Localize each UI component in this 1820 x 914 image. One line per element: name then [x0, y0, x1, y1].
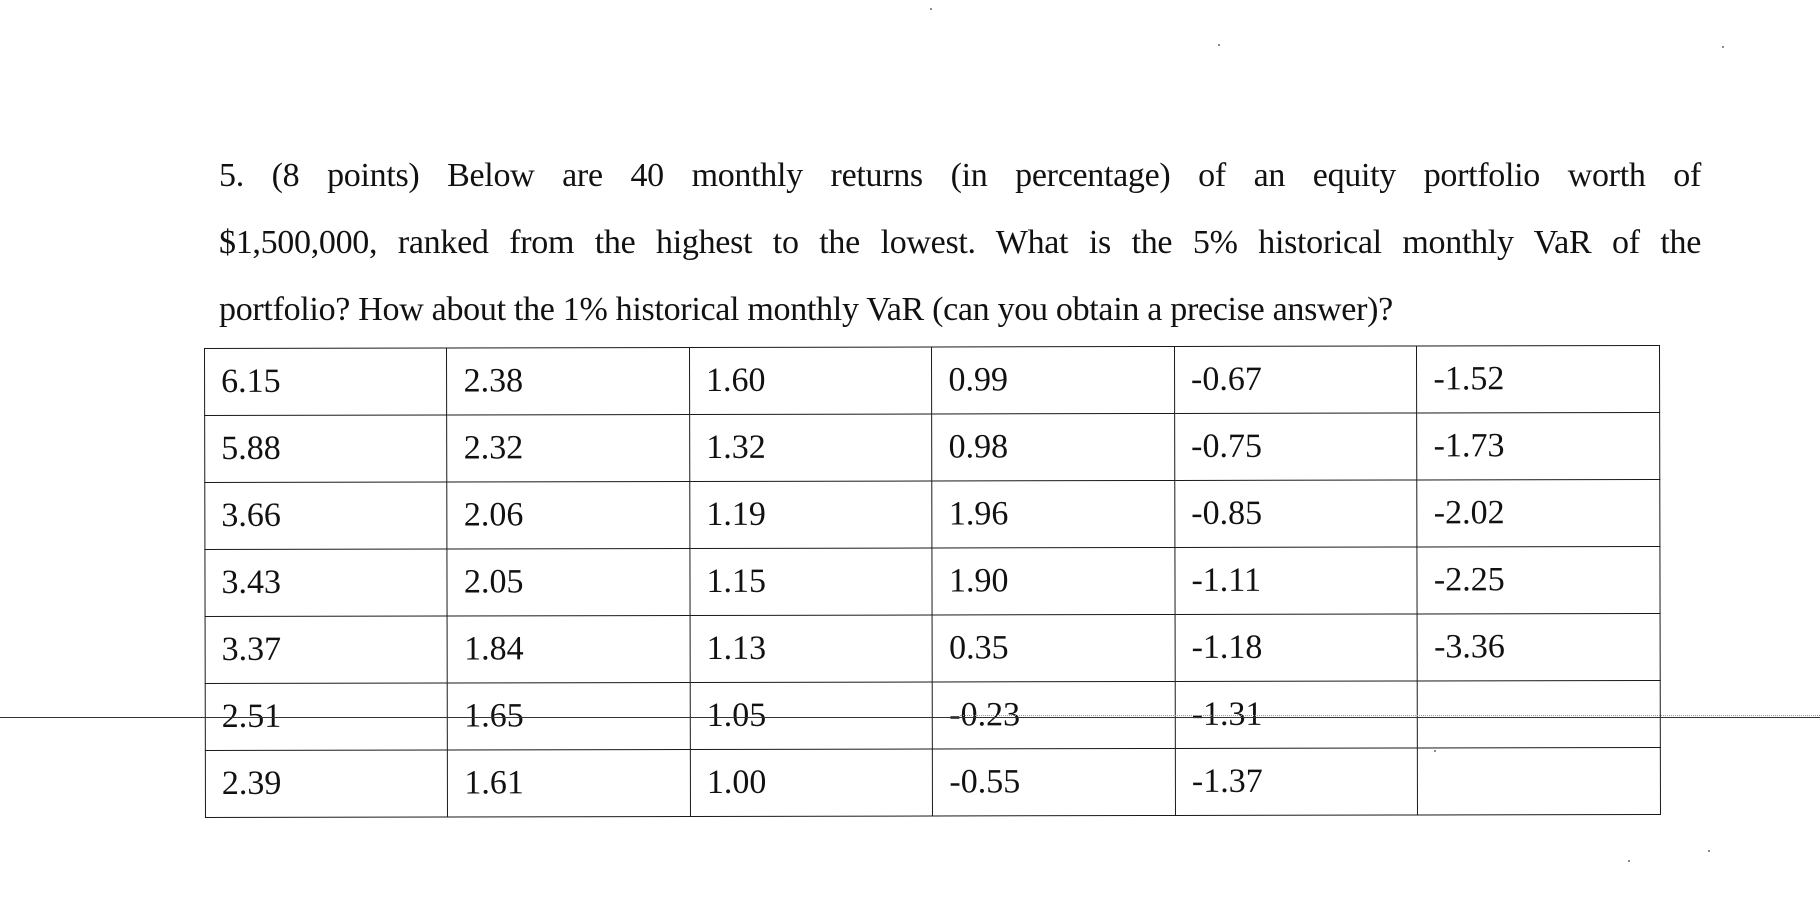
- table-cell: 1.90: [932, 547, 1175, 615]
- table-cell: -0.67: [1174, 345, 1418, 414]
- table-cell: 5.88: [204, 414, 448, 483]
- table-row: 3.43 2.05 1.15 1.90 -1.11 -2.25: [204, 546, 1661, 617]
- table-cell: 3.37: [205, 615, 448, 684]
- table-cell: -0.55: [932, 748, 1176, 816]
- table-cell: 1.05: [690, 681, 933, 750]
- table-cell: -3.36: [1417, 613, 1661, 681]
- question-line-1: 5. (8 points) Below are 40 monthly retur…: [219, 157, 1701, 194]
- returns-table-body: 6.15 2.38 1.60 0.99 -0.67 -1.52 5.88 2.3…: [204, 345, 1661, 818]
- table-cell: -0.75: [1174, 412, 1418, 481]
- table-cell: 1.13: [690, 614, 933, 683]
- scan-artifact-line: [0, 717, 1820, 718]
- scan-speck: [1722, 46, 1724, 48]
- question-text: 5. (8 points) Below are 40 monthly retur…: [219, 142, 1701, 343]
- table-row: 5.88 2.32 1.32 0.98 -0.75 -1.73: [204, 412, 1660, 483]
- table-cell: [1417, 747, 1661, 815]
- table-cell: 1.15: [689, 547, 933, 616]
- scan-artifact-dotted-line: [960, 715, 1820, 716]
- table-cell: -1.37: [1175, 747, 1418, 816]
- scan-speck: [1434, 750, 1436, 752]
- table-cell: -1.11: [1174, 546, 1418, 615]
- table-cell: 1.61: [447, 749, 691, 817]
- scan-speck: [1708, 850, 1710, 852]
- table-cell: 6.15: [204, 347, 448, 416]
- table-row: 3.37 1.84 1.13 0.35 -1.18 -3.36: [205, 613, 1661, 684]
- table-row: 6.15 2.38 1.60 0.99 -0.67 -1.52: [204, 345, 1660, 416]
- table-cell: -2.25: [1417, 546, 1661, 614]
- scan-speck: [1628, 860, 1630, 862]
- table-row: 2.39 1.61 1.00 -0.55 -1.37: [205, 747, 1661, 818]
- table-cell: 1.96: [932, 480, 1175, 548]
- table-cell: 2.32: [447, 414, 690, 482]
- table-row: 3.66 2.06 1.19 1.96 -0.85 -2.02: [204, 479, 1660, 550]
- table-cell: -1.18: [1174, 613, 1418, 682]
- table-cell: 1.00: [690, 748, 933, 817]
- table-cell: 0.98: [932, 413, 1175, 481]
- returns-table: 6.15 2.38 1.60 0.99 -0.67 -1.52 5.88 2.3…: [204, 345, 1661, 818]
- table-cell: 1.32: [689, 413, 933, 482]
- table-cell: 1.60: [689, 346, 933, 415]
- table-cell: 2.39: [205, 749, 448, 818]
- table-cell: 2.06: [447, 481, 690, 549]
- table-cell: -1.52: [1416, 345, 1660, 413]
- table-cell: 1.84: [447, 615, 691, 683]
- table-cell: -0.85: [1174, 479, 1418, 548]
- question-line-2: $1,500,000, ranked from the highest to t…: [219, 224, 1701, 261]
- table-cell: 3.43: [204, 548, 448, 617]
- table-cell: 0.99: [931, 346, 1175, 414]
- table-cell: -1.73: [1417, 412, 1660, 480]
- table-cell: 2.38: [446, 347, 690, 415]
- scan-speck: [1218, 44, 1220, 46]
- table-cell: 2.05: [447, 548, 691, 616]
- table-cell: 0.35: [932, 614, 1176, 682]
- table-cell: -2.02: [1417, 479, 1660, 547]
- question-line-3: portfolio? How about the 1% historical m…: [219, 291, 1393, 328]
- table-cell: 1.19: [689, 480, 933, 549]
- scan-speck: [930, 8, 932, 10]
- table-cell: 3.66: [204, 481, 448, 550]
